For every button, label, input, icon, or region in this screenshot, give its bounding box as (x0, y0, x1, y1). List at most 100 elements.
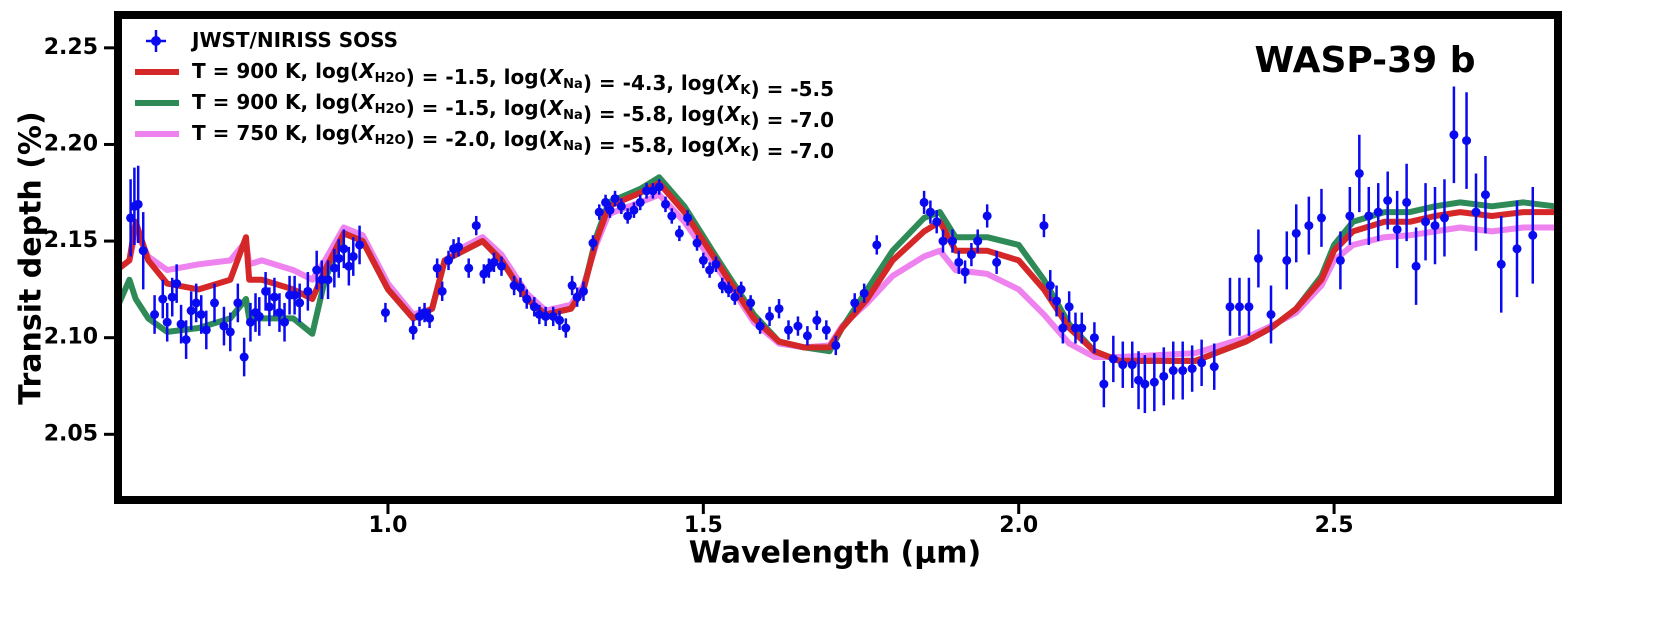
data-point (692, 238, 702, 248)
data-point (380, 308, 390, 318)
data-point (642, 186, 652, 196)
data-point (1209, 362, 1219, 372)
x-tick-label: 1.0 (368, 513, 407, 538)
legend-label: T = 750 K, log(XH2O) = -2.0, log(XNa) = … (192, 121, 834, 163)
data-point (1058, 323, 1068, 333)
y-axis-label: Transit depth (%) (14, 111, 49, 404)
data-point (1089, 333, 1099, 343)
data-point (454, 242, 464, 252)
data-point (150, 310, 160, 320)
data-point (437, 286, 447, 296)
data-point (444, 255, 454, 265)
data-point (793, 321, 803, 331)
data-point (1159, 371, 1169, 381)
data-point (765, 311, 775, 321)
data-point (425, 313, 435, 323)
data-point (522, 294, 532, 304)
data-point (191, 298, 201, 308)
data-point (667, 211, 677, 221)
y-tick-label: 2.15 (44, 228, 98, 253)
data-point (660, 199, 670, 209)
data-point (610, 194, 620, 204)
data-point (925, 207, 935, 217)
data-point (339, 244, 349, 254)
data-point (186, 306, 196, 316)
data-point (496, 261, 506, 271)
data-point (705, 265, 715, 275)
data-point (274, 308, 284, 318)
data-point (317, 275, 327, 285)
data-point (1045, 281, 1055, 291)
data-point (254, 311, 264, 321)
data-point (261, 286, 271, 296)
legend-marker (151, 36, 161, 46)
data-point (162, 317, 172, 327)
data-point (334, 253, 344, 263)
data-point (1168, 366, 1178, 376)
data-point (1118, 360, 1128, 370)
data-point (1471, 207, 1481, 217)
data-point (1383, 195, 1393, 205)
data-point (859, 288, 869, 298)
data-point (1335, 255, 1345, 265)
data-point (1439, 213, 1449, 223)
x-tick-label: 2.5 (1315, 513, 1354, 538)
data-point (1392, 224, 1402, 234)
data-point (711, 259, 721, 269)
data-point (196, 310, 206, 320)
data-point (158, 294, 168, 304)
data-point (1140, 379, 1150, 389)
data-point (471, 221, 481, 231)
data-point (1197, 358, 1207, 368)
data-point (973, 236, 983, 246)
data-point (515, 282, 525, 292)
data-point (1354, 168, 1364, 178)
data-point (1149, 377, 1159, 387)
data-point (992, 257, 1002, 267)
data-point (541, 311, 551, 321)
data-point (210, 298, 220, 308)
data-point (616, 201, 626, 211)
x-axis-label: Wavelength (μm) (689, 536, 982, 571)
data-point (578, 286, 588, 296)
data-point (736, 284, 746, 294)
data-point (831, 340, 841, 350)
data-point (1070, 323, 1080, 333)
data-point (489, 257, 499, 267)
data-point (219, 321, 229, 331)
data-point (1187, 364, 1197, 374)
data-point (561, 323, 571, 333)
data-point (932, 217, 942, 227)
data-point (1244, 302, 1254, 312)
data-point (755, 321, 765, 331)
data-point (355, 240, 365, 250)
data-point (225, 327, 235, 337)
data-point (783, 325, 793, 335)
data-point (133, 199, 143, 209)
data-point (555, 315, 565, 325)
data-point (408, 325, 418, 335)
data-point (588, 238, 598, 248)
data-point (432, 263, 442, 273)
data-point (420, 308, 430, 318)
data-point (601, 197, 611, 207)
data-point (126, 213, 136, 223)
x-tick-label: 1.5 (684, 513, 723, 538)
data-point (850, 298, 860, 308)
data-point (802, 331, 812, 341)
data-point (730, 292, 740, 302)
data-point (1512, 244, 1522, 254)
data-point (181, 335, 191, 345)
chart-title: WASP-39 b (1255, 40, 1476, 81)
frame (114, 11, 1562, 504)
data-point (774, 304, 784, 314)
x-tick-label: 2.0 (999, 513, 1038, 538)
data-point (1402, 197, 1412, 207)
data-point (1178, 366, 1188, 376)
data-point (1291, 228, 1301, 238)
plot-area (118, 86, 1556, 414)
data-point (654, 182, 664, 192)
data-point (1528, 230, 1538, 240)
data-point (982, 211, 992, 221)
